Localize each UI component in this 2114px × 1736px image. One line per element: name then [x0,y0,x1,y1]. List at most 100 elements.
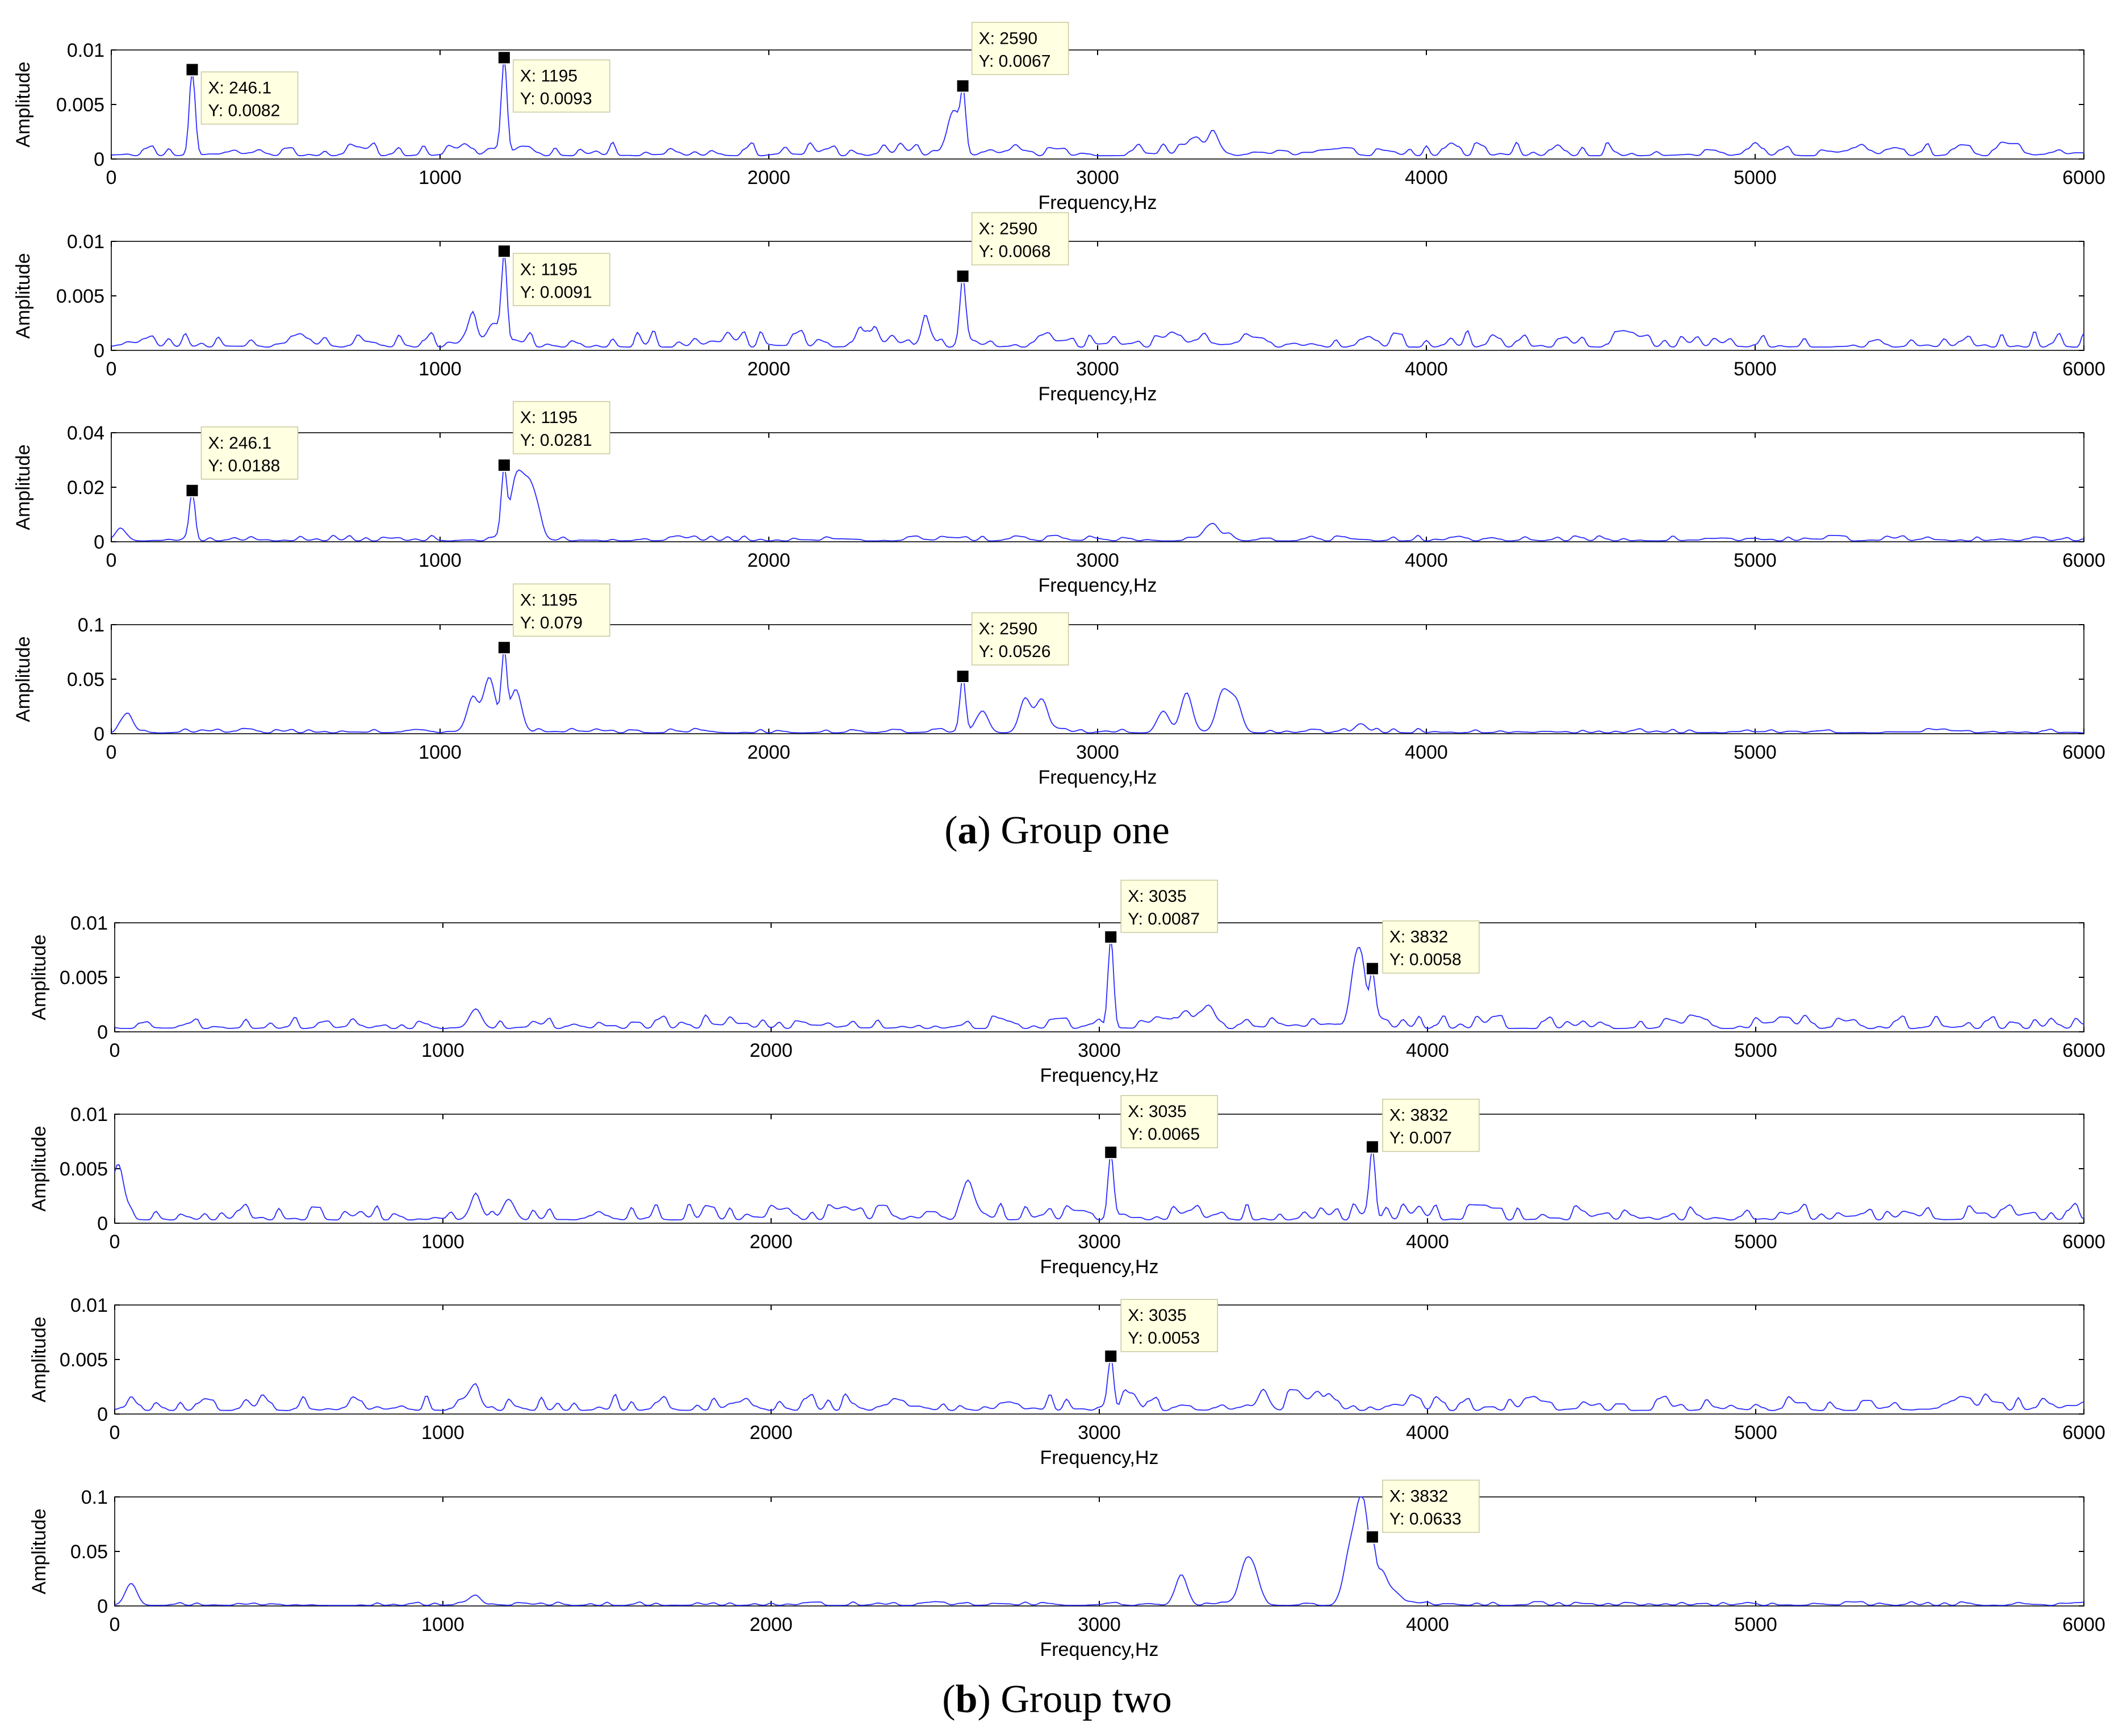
datatip-box [513,253,610,307]
y-tick-label: 0.05 [67,669,104,691]
axes-box [111,241,2084,351]
caption-paren: ( [944,809,957,852]
caption-paren: ) [978,809,991,852]
x-tick-label: 4000 [1406,1422,1449,1444]
y-tick-label: 0.1 [81,1487,108,1508]
spectrum-line [114,936,2084,1030]
y-tick-label: 0 [97,1022,108,1043]
y-tick-label: 0.02 [67,477,104,499]
caption-letter: b [956,1678,978,1721]
x-tick-label: 3000 [1078,1614,1121,1635]
x-tick-label: 4000 [1406,1231,1449,1253]
datatip-box [1382,920,1480,974]
datatip-y-label: Y: 0.007 [1389,1129,1452,1148]
y-tick-label: 0.005 [60,1349,108,1371]
x-axis-label: Frequency,Hz [1040,1639,1158,1660]
x-tick-label: 0 [110,1040,120,1061]
datatip-y-label: Y: 0.0087 [1128,910,1200,928]
x-tick-label: 3000 [1076,742,1119,763]
y-axis-label: Amplitude [28,934,50,1020]
spectrum-line [114,1354,2084,1411]
datatip-y-label: Y: 0.0067 [979,52,1051,70]
datatip-y-label: Y: 0.0188 [208,457,280,475]
spectrum-line [111,57,2084,157]
datatip-x-label: X: 3035 [1128,887,1186,906]
datatip-y-label: Y: 0.0053 [1128,1329,1200,1348]
x-tick-label: 1000 [421,1422,464,1444]
datatip: X: 2590 Y: 0.0068 [956,212,1069,283]
x-tick-label: 0 [106,167,117,189]
x-tick-label: 0 [110,1231,120,1253]
x-tick-label: 6000 [2062,1231,2105,1253]
x-tick-label: 2000 [750,1040,793,1061]
datatip: X: 3832 Y: 0.0058 [1365,920,1480,976]
datatip-y-label: Y: 0.0093 [520,89,592,108]
x-tick-label: 5000 [1734,1422,1777,1444]
y-axis-label: Amplitude [28,1316,50,1402]
datatip-box [200,71,299,125]
x-tick-label: 2000 [750,1231,793,1253]
x-tick-label: 2000 [747,358,790,380]
x-tick-label: 6000 [2062,167,2105,189]
datatip-marker [1365,961,1379,976]
datatip: X: 3035 Y: 0.0053 [1104,1299,1218,1363]
x-axis-label: Frequency,Hz [1038,575,1157,596]
x-tick-label: 2000 [750,1422,793,1444]
datatip-marker [497,458,511,472]
datatip-x-label: X: 1195 [520,260,577,279]
datatip: X: 3035 Y: 0.0087 [1104,880,1218,944]
datatip-box [200,426,299,480]
x-tick-label: 1000 [421,1040,464,1061]
datatip-marker [1104,1145,1118,1160]
datatip-y-label: Y: 0.0082 [208,102,280,120]
x-tick-label: 0 [106,358,117,380]
datatip-marker [185,483,199,497]
x-tick-label: 1000 [418,742,462,763]
y-tick-label: 0.005 [56,94,104,116]
y-tick-label: 0.05 [70,1541,108,1563]
axes-box [114,1496,2084,1607]
y-tick-label: 0.005 [60,967,108,989]
x-tick-label: 3000 [1078,1422,1121,1444]
figure-caption: (a) Group one [944,809,1170,852]
y-tick-label: 0 [97,1404,108,1425]
y-tick-label: 0.01 [70,913,108,934]
x-axis-label: Frequency,Hz [1040,1065,1158,1086]
datatip-box [513,401,610,454]
datatip-y-label: Y: 0.0091 [520,283,592,302]
subplot-1: 0 1000 2000 3000 4000 5000 6000 0 0.005 0.01 Frequ… [12,22,2105,214]
datatip-y-label: Y: 0.0281 [520,431,592,450]
x-tick-label: 0 [110,1614,120,1635]
x-axis-label: Frequency,Hz [1038,767,1157,788]
y-tick-label: 0 [94,532,104,553]
datatip-x-label: X: 1195 [520,408,577,427]
datatip-box [513,583,610,637]
datatip-box [971,212,1069,266]
datatip: X: 1195 Y: 0.079 [497,583,610,655]
axes-box [114,1114,2084,1224]
y-tick-label: 0.04 [67,423,104,444]
subplot-3: 0 1000 2000 3000 4000 5000 6000 0 0.02 0.04 Freque… [12,401,2105,596]
x-tick-label: 6000 [2062,1614,2105,1635]
datatip-x-label: X: 246.1 [208,434,271,453]
datatip-y-label: Y: 0.0058 [1389,951,1462,969]
x-tick-label: 5000 [1734,358,1777,380]
datatip-marker [1365,1530,1379,1544]
datatip-marker [185,62,199,77]
y-axis-label: Amplitude [28,1508,50,1594]
x-tick-label: 5000 [1734,1040,1777,1061]
datatip: X: 1195 Y: 0.0091 [497,244,610,307]
x-tick-label: 4000 [1406,1614,1449,1635]
datatip-marker [497,244,511,258]
datatip-box [1120,1095,1218,1148]
axes-box [111,432,2084,542]
x-tick-label: 0 [106,742,117,763]
datatip-x-label: X: 1195 [520,591,577,609]
x-tick-label: 1000 [418,550,462,571]
axes-box [114,922,2084,1032]
datatip-y-label: Y: 0.0633 [1389,1509,1462,1528]
datatip: X: 3832 Y: 0.0633 [1365,1479,1480,1544]
x-tick-label: 1000 [418,358,462,380]
datatip: X: 246.1 Y: 0.0188 [185,426,299,497]
